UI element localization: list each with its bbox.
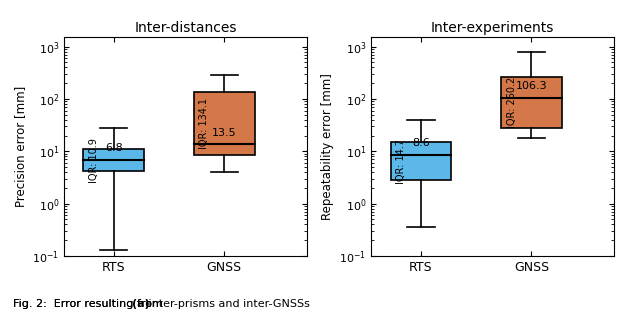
Text: 106.3: 106.3 (516, 81, 547, 91)
Text: (a): (a) (132, 299, 150, 309)
Text: IQR: 10.9: IQR: 10.9 (89, 138, 99, 183)
Text: 6.8: 6.8 (105, 143, 123, 153)
Text: IQR: 260.2: IQR: 260.2 (507, 77, 516, 128)
Text: inter-prisms and inter-GNSSs: inter-prisms and inter-GNSSs (145, 299, 310, 309)
Text: 8.6: 8.6 (412, 138, 430, 148)
Text: Fig. 2:  Error resulting from: Fig. 2: Error resulting from (13, 299, 166, 309)
Bar (501, 77, 562, 128)
Bar (83, 149, 144, 171)
Bar (390, 143, 451, 180)
Title: Inter-experiments: Inter-experiments (431, 21, 554, 35)
Text: 13.5: 13.5 (212, 128, 237, 138)
Text: IQR: 14.7: IQR: 14.7 (396, 139, 406, 184)
Text: IQR: 134.1: IQR: 134.1 (200, 98, 209, 149)
Text: Fig. 2:  Error resulting from: Fig. 2: Error resulting from (13, 299, 166, 309)
Bar (194, 92, 255, 155)
Y-axis label: Repeatability error [mm]: Repeatability error [mm] (321, 73, 334, 220)
Y-axis label: Precision error [mm]: Precision error [mm] (13, 86, 27, 207)
Title: Inter-distances: Inter-distances (134, 21, 237, 35)
